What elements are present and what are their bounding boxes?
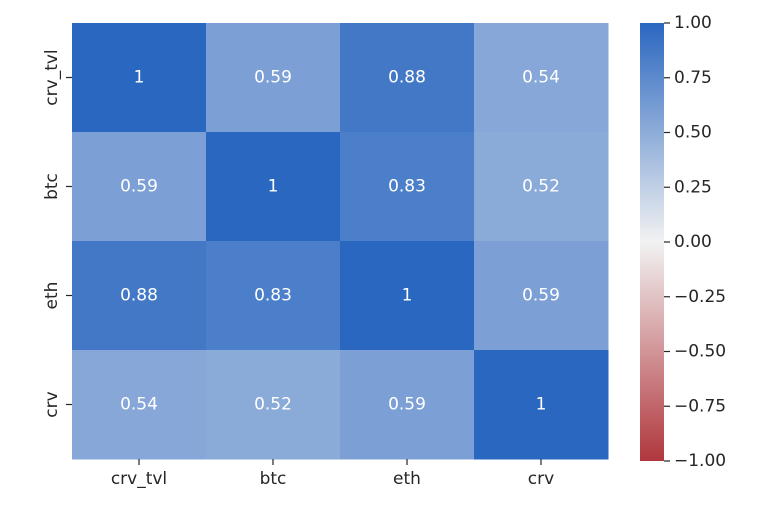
- heatmap-cell-btc-crv_tvl: [72, 132, 207, 242]
- x-tick-label: crv: [528, 469, 554, 489]
- cell-annotation: 0.52: [254, 395, 292, 415]
- colorbar-gradient: [640, 23, 664, 461]
- cell-annotation: 1: [402, 286, 413, 306]
- heatmap-cell-crv_tvl-crv_tvl: [72, 23, 207, 133]
- cell-annotation: 1: [536, 395, 547, 415]
- heatmap-cell-crv_tvl-crv: [474, 23, 609, 133]
- heatmap-cell-eth-btc: [206, 241, 341, 351]
- y-tick-label: btc: [42, 173, 62, 200]
- cell-annotation: 0.83: [254, 286, 292, 306]
- heatmap-cell-btc-eth: [340, 132, 475, 242]
- heatmap-cell-btc-btc: [206, 132, 341, 242]
- heatmap-cell-crv-crv: [474, 350, 609, 460]
- colorbar-tick-label: −0.75: [674, 396, 726, 416]
- heatmap-cell-crv_tvl-eth: [340, 23, 475, 133]
- cell-annotation: 0.83: [388, 177, 426, 197]
- cell-annotation: 0.59: [522, 286, 560, 306]
- heatmap-cell-eth-eth: [340, 241, 475, 351]
- y-tick-label: eth: [42, 282, 62, 310]
- cell-annotation: 0.54: [120, 395, 158, 415]
- heatmap-cell-btc-crv: [474, 132, 609, 242]
- colorbar-tick-label: −0.25: [674, 287, 726, 307]
- x-tick-label: crv_tvl: [111, 469, 167, 489]
- cell-annotation: 0.59: [254, 68, 292, 88]
- x-tick-label: btc: [260, 469, 287, 489]
- x-axis: crv_tvl btc eth crv: [111, 459, 554, 489]
- cell-annotation: 1: [134, 68, 145, 88]
- cell-annotation: 0.88: [388, 68, 426, 88]
- colorbar-tick-label: 0.00: [674, 232, 712, 252]
- heatmap-cell-crv-crv_tvl: [72, 350, 207, 460]
- y-tick-label: crv_tvl: [42, 49, 62, 105]
- cell-annotation: 0.88: [120, 286, 158, 306]
- colorbar-tick-label: 1.00: [674, 13, 712, 33]
- colorbar: 1.00 0.75 0.50 0.25 0.00 −0.25 −0.50 −0.75 −1.00: [640, 13, 726, 471]
- colorbar-tick-label: −0.50: [674, 342, 726, 362]
- colorbar-tick-label: −1.00: [674, 451, 726, 471]
- heatmap-cell-crv-eth: [340, 350, 475, 460]
- cell-annotation: 1: [268, 177, 279, 197]
- cell-annotation: 0.54: [522, 68, 560, 88]
- heatmap-annotations: 1 0.59 0.88 0.54 0.59 1 0.83 0.52 0.88 0.83 1 0.59 0…: [120, 68, 560, 415]
- heatmap-cell-eth-crv: [474, 241, 609, 351]
- x-tick-label: eth: [393, 469, 421, 489]
- y-tick-label: crv: [42, 391, 62, 417]
- heatmap-cell-eth-crv_tvl: [72, 241, 207, 351]
- cell-annotation: 0.59: [120, 177, 158, 197]
- colorbar-tick-label: 0.50: [674, 123, 712, 143]
- cell-annotation: 0.59: [388, 395, 426, 415]
- heatmap-cell-crv_tvl-btc: [206, 23, 341, 133]
- heatmap-cells: [72, 23, 609, 460]
- cell-annotation: 0.52: [522, 177, 560, 197]
- colorbar-tick-label: 0.75: [674, 68, 712, 88]
- colorbar-tick-label: 0.25: [674, 177, 712, 197]
- heatmap-cell-crv-btc: [206, 350, 341, 460]
